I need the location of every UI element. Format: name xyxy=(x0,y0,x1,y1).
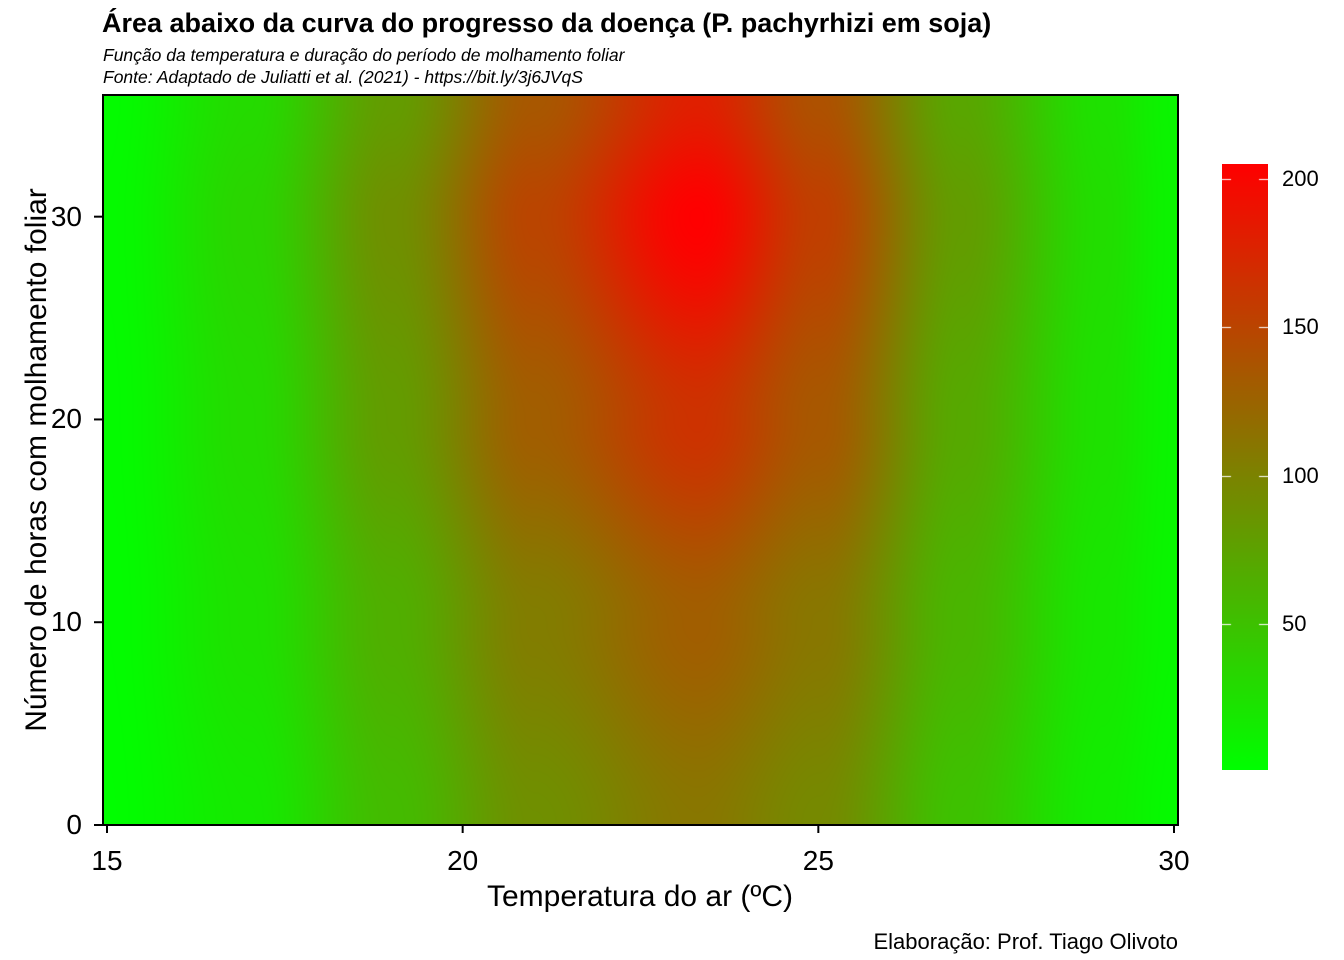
x-tick-label: 30 xyxy=(1158,845,1190,876)
x-tick-label: 25 xyxy=(802,845,834,876)
x-axis-label: Temperatura do ar (ºC) xyxy=(486,880,794,913)
x-tick-label: 20 xyxy=(447,845,479,876)
legend-tick-label: 100 xyxy=(1282,462,1319,488)
legend-tick-label: 150 xyxy=(1282,314,1319,340)
chart-source: Fonte: Adaptado de Juliatti et al. (2021… xyxy=(103,67,583,87)
y-axis-label: Número de horas com molhamento foliar xyxy=(20,188,53,732)
y-tick-label: 30 xyxy=(50,200,82,232)
legend-tick-label: 200 xyxy=(1282,165,1319,191)
y-tick-label: 10 xyxy=(50,606,82,638)
caption: Elaboração: Prof. Tiago Olivoto xyxy=(873,929,1179,954)
heatmap-surface xyxy=(103,95,1178,825)
chart-subtitle: Função da temperatura e duração do perío… xyxy=(103,45,625,65)
y-tick-label: 0 xyxy=(66,809,82,840)
x-tick-label: 15 xyxy=(91,845,123,876)
color-legend-bar xyxy=(1222,164,1268,770)
y-tick-label: 20 xyxy=(50,403,82,435)
legend-tick-label: 50 xyxy=(1282,611,1307,637)
chart-title: Área abaixo da curva do progresso da doe… xyxy=(102,8,992,38)
